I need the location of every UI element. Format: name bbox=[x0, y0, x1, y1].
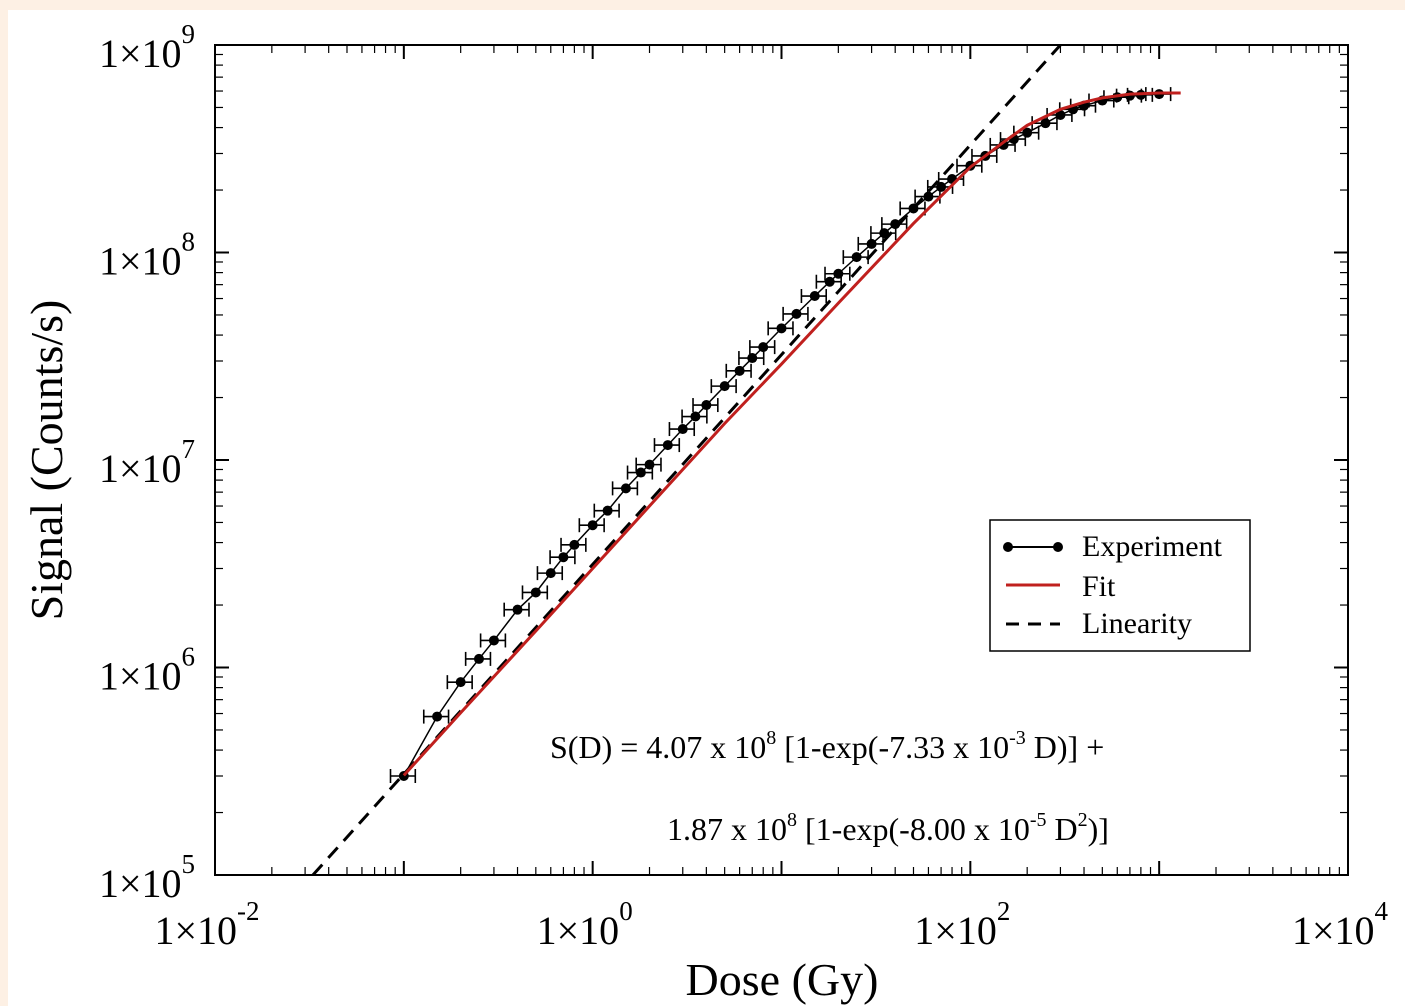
frame-border-top bbox=[0, 0, 1405, 10]
y-tick-label: 1×105 bbox=[99, 849, 195, 906]
axis-ticks bbox=[214, 44, 1349, 876]
legend-label-linearity: Linearity bbox=[1082, 607, 1192, 640]
legend-key-experiment-marker bbox=[1053, 542, 1063, 552]
y-tick-label: 1×107 bbox=[99, 434, 195, 491]
legend: Experiment Fit Linearity bbox=[989, 519, 1251, 652]
series-fit bbox=[402, 91, 1181, 777]
legend-label-fit: Fit bbox=[1082, 570, 1116, 603]
experiment-line bbox=[403, 93, 1160, 777]
fit-formula-line2: 1.87 x 108 [1-exp(-8.00 x 10-5 D2)] bbox=[667, 809, 1109, 847]
x-tick-label: 1×10-2 bbox=[154, 896, 259, 953]
x-tick-labels: 1×10-2 1×100 1×102 1×104 bbox=[154, 896, 1388, 953]
y-axis-label: Signal (Counts/s) bbox=[21, 300, 72, 621]
x-tick-label: 1×104 bbox=[1292, 896, 1389, 953]
legend-keys bbox=[1003, 542, 1063, 626]
y-tick-label: 1×108 bbox=[99, 227, 195, 284]
frame-border-left bbox=[0, 0, 8, 1006]
y-tick-labels: 1×105 1×106 1×107 1×108 1×109 bbox=[99, 19, 195, 906]
x-axis-label: Dose (Gy) bbox=[686, 954, 879, 1005]
x-tick-label: 1×100 bbox=[537, 896, 633, 953]
x-tick-label: 1×102 bbox=[914, 896, 1010, 953]
legend-key-experiment-marker bbox=[1003, 542, 1013, 552]
series-experiment bbox=[389, 87, 1172, 783]
y-tick-label: 1×106 bbox=[99, 642, 195, 699]
fit-line bbox=[402, 91, 1181, 777]
y-tick-label: 1×109 bbox=[99, 19, 195, 76]
fit-formula-line1: S(D) = 4.07 x 108 [1-exp(-7.33 x 10-3 D)… bbox=[550, 727, 1104, 765]
legend-label-experiment: Experiment bbox=[1082, 530, 1223, 563]
